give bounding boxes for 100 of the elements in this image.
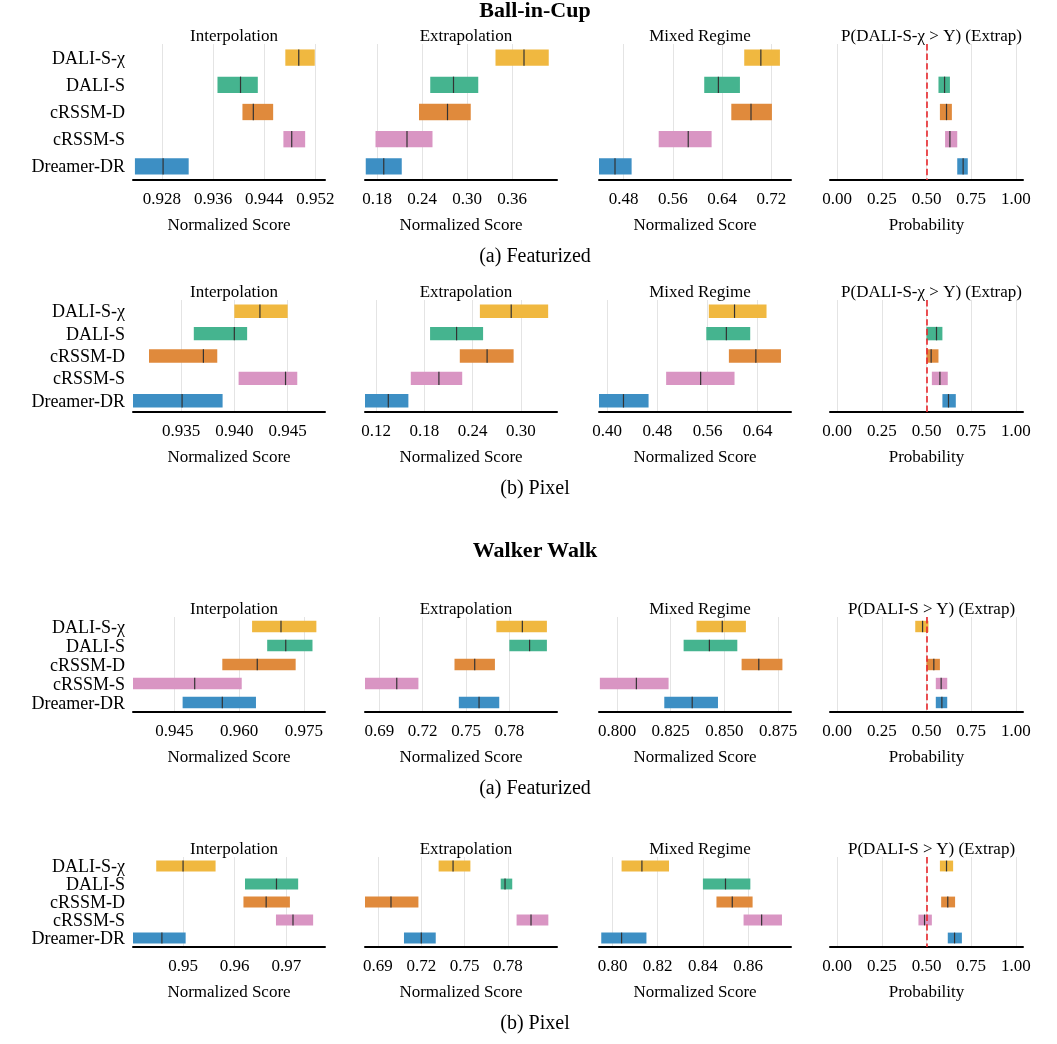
x-tick-label: 0.80 xyxy=(597,956,628,975)
x-tick-label: 0.75 xyxy=(956,421,987,440)
x-axis-title: Probability xyxy=(888,215,965,234)
x-tick-label: 0.72 xyxy=(406,956,437,975)
x-tick-label: 1.00 xyxy=(1000,721,1031,740)
x-tick-label: 0.00 xyxy=(822,956,853,975)
x-tick-label: 0.56 xyxy=(692,421,723,440)
text: (b) Pixel xyxy=(499,476,571,499)
x-tick-label: 0.72 xyxy=(407,721,438,740)
x-tick-label: 0.960 xyxy=(220,721,259,740)
x-tick-label: 0.82 xyxy=(642,956,673,975)
x-tick-label: 0.69 xyxy=(363,956,393,975)
x-tick-label: 0.975 xyxy=(284,721,323,740)
x-tick-label: 0.75 xyxy=(449,956,480,975)
x-axis-title: Probability xyxy=(888,982,965,1001)
x-tick-label: 0.30 xyxy=(505,421,536,440)
y-tick-label: cRSSM-S xyxy=(52,368,125,389)
x-axis-title: Normalized Score xyxy=(167,215,291,234)
y-tick-label: cRSSM-S xyxy=(52,910,125,930)
x-tick-label: 0.18 xyxy=(362,189,392,208)
y-tick-label: cRSSM-S xyxy=(52,673,125,694)
x-axis-title: Normalized Score xyxy=(633,747,757,766)
x-tick-label: 0.850 xyxy=(705,721,744,740)
x-tick-label: 0.25 xyxy=(866,721,897,740)
x-tick-label: 0.00 xyxy=(822,721,853,740)
y-tick-label: cRSSM-D xyxy=(49,346,125,366)
x-tick-label: 0.00 xyxy=(822,189,853,208)
x-tick-label: 0.50 xyxy=(911,189,942,208)
x-tick-label: 0.75 xyxy=(956,721,987,740)
chart-title: Extrapolation xyxy=(419,26,513,45)
y-tick-label: cRSSM-D xyxy=(49,102,125,122)
chart-title: Extrapolation xyxy=(419,839,513,858)
x-tick-label: 0.24 xyxy=(457,421,489,440)
chart-title: Interpolation xyxy=(190,26,279,45)
x-axis-title: Normalized Score xyxy=(399,982,523,1001)
x-tick-label: 0.40 xyxy=(592,421,623,440)
y-tick-label: cRSSM-D xyxy=(49,654,125,675)
chart-title: Interpolation xyxy=(190,599,279,618)
chart-title: Interpolation xyxy=(190,282,279,301)
y-tick-label: Dreamer-DR xyxy=(31,390,125,411)
x-axis-title: Normalized Score xyxy=(167,982,291,1001)
x-tick-label: 0.64 xyxy=(742,421,774,440)
y-tick-label: cRSSM-S xyxy=(52,129,125,150)
x-tick-label: 0.945 xyxy=(268,421,307,440)
chart-title: Mixed Regime xyxy=(649,26,751,45)
text: Ball-in-Cup xyxy=(478,0,592,22)
x-tick-label: 0.935 xyxy=(161,421,201,440)
x-tick-label: 0.64 xyxy=(707,189,738,208)
x-tick-label: 0.50 xyxy=(911,721,942,740)
x-axis-title: Normalized Score xyxy=(633,215,757,234)
chart-title: Mixed Regime xyxy=(649,599,751,618)
y-tick-label: DALI-S-χ xyxy=(52,47,125,68)
x-axis-title: Normalized Score xyxy=(633,982,757,1001)
x-tick-label: 0.48 xyxy=(608,189,639,208)
y-tick-label: DALI-S-χ xyxy=(52,301,125,322)
x-axis-title: Normalized Score xyxy=(633,447,757,466)
y-tick-label: Dreamer-DR xyxy=(31,928,125,948)
x-tick-label: 0.75 xyxy=(956,189,987,208)
x-tick-label: 0.952 xyxy=(296,189,335,208)
x-axis-title: Probability xyxy=(888,447,965,466)
x-tick-label: 0.12 xyxy=(361,421,392,440)
x-tick-label: 0.00 xyxy=(822,421,853,440)
x-tick-label: 0.50 xyxy=(911,421,942,440)
x-tick-label: 0.25 xyxy=(866,421,897,440)
x-tick-label: 0.25 xyxy=(866,956,897,975)
x-tick-label: 1.00 xyxy=(1000,956,1031,975)
chart-title: Interpolation xyxy=(190,839,279,858)
chart-title: Mixed Regime xyxy=(649,282,751,301)
y-tick-label: DALI-S xyxy=(66,323,125,344)
x-axis-title: Probability xyxy=(888,747,965,766)
x-tick-label: 0.928 xyxy=(142,189,181,208)
x-tick-label: 0.97 xyxy=(271,956,302,975)
chart-title: Extrapolation xyxy=(419,599,513,618)
x-tick-label: 0.56 xyxy=(657,189,688,208)
x-tick-label: 1.00 xyxy=(1000,189,1031,208)
x-tick-label: 1.00 xyxy=(1000,421,1031,440)
x-tick-label: 0.78 xyxy=(494,721,525,740)
x-tick-label: 0.95 xyxy=(168,956,198,975)
chart-title: P(DALI-S > Y) (Extrap) xyxy=(847,839,1016,858)
y-tick-label: DALI-S-χ xyxy=(52,616,125,637)
x-tick-label: 0.24 xyxy=(407,189,438,208)
text: Walker Walk xyxy=(471,537,599,562)
x-tick-label: 0.825 xyxy=(651,721,690,740)
x-tick-label: 0.875 xyxy=(758,721,798,740)
x-tick-label: 0.48 xyxy=(642,421,673,440)
chart-title: P(DALI-S-χ > Y) (Extrap) xyxy=(841,282,1022,301)
x-tick-label: 0.72 xyxy=(756,189,787,208)
y-tick-label: cRSSM-D xyxy=(49,892,125,912)
x-tick-label: 0.84 xyxy=(688,956,719,975)
x-tick-label: 0.800 xyxy=(597,721,637,740)
x-tick-label: 0.36 xyxy=(497,189,527,208)
chart-title: Extrapolation xyxy=(419,282,513,301)
x-tick-label: 0.50 xyxy=(911,956,942,975)
x-tick-label: 0.936 xyxy=(193,189,233,208)
text: (a) Featurized xyxy=(478,776,592,799)
chart-title: P(DALI-S > Y) (Extrap) xyxy=(847,599,1016,618)
x-tick-label: 0.30 xyxy=(452,189,482,208)
chart-title: Mixed Regime xyxy=(649,839,751,858)
y-tick-label: Dreamer-DR xyxy=(31,692,125,713)
x-tick-label: 0.18 xyxy=(409,421,440,440)
